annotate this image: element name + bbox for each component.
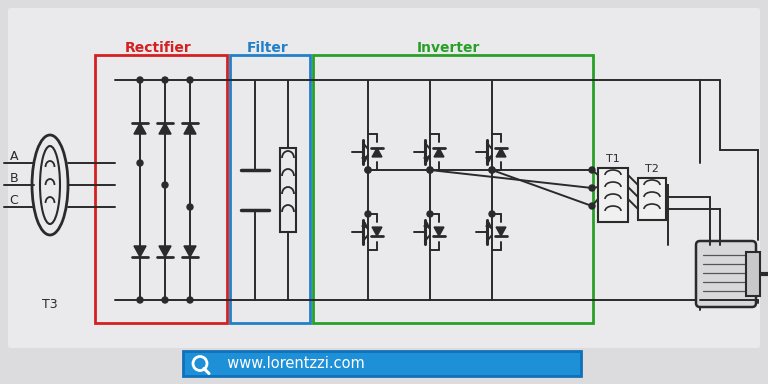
Circle shape <box>187 297 193 303</box>
Polygon shape <box>496 148 506 157</box>
Circle shape <box>427 211 433 217</box>
Polygon shape <box>134 123 146 134</box>
FancyArrowPatch shape <box>362 156 368 161</box>
Circle shape <box>589 203 595 209</box>
Circle shape <box>137 160 143 166</box>
Circle shape <box>162 182 168 188</box>
Polygon shape <box>159 246 171 257</box>
Circle shape <box>489 167 495 173</box>
Circle shape <box>427 167 433 173</box>
Circle shape <box>427 167 433 173</box>
Polygon shape <box>496 227 506 236</box>
Polygon shape <box>372 148 382 157</box>
Circle shape <box>589 167 595 173</box>
Circle shape <box>162 77 168 83</box>
Bar <box>230 55 310 323</box>
Text: T3: T3 <box>42 298 58 311</box>
Polygon shape <box>434 148 444 157</box>
Text: B: B <box>10 172 18 185</box>
Text: A: A <box>10 151 18 164</box>
Circle shape <box>187 77 193 83</box>
Polygon shape <box>184 123 196 134</box>
Circle shape <box>489 167 495 173</box>
FancyBboxPatch shape <box>8 8 760 348</box>
Text: T2: T2 <box>645 164 659 174</box>
Circle shape <box>187 204 193 210</box>
Circle shape <box>489 211 495 217</box>
Bar <box>598 168 628 222</box>
Text: C: C <box>10 195 18 207</box>
Polygon shape <box>434 227 444 236</box>
FancyArrowPatch shape <box>486 156 492 161</box>
Polygon shape <box>134 246 146 257</box>
Bar <box>8 8 760 348</box>
Bar <box>183 351 581 376</box>
Circle shape <box>365 167 371 173</box>
Text: www.lorentzzi.com: www.lorentzzi.com <box>218 356 365 371</box>
Text: Inverter: Inverter <box>416 41 480 55</box>
Ellipse shape <box>32 135 68 235</box>
Circle shape <box>365 211 371 217</box>
Circle shape <box>137 77 143 83</box>
Bar <box>638 178 666 220</box>
Polygon shape <box>372 227 382 236</box>
Circle shape <box>589 185 595 191</box>
FancyArrowPatch shape <box>362 223 368 228</box>
Polygon shape <box>184 246 196 257</box>
FancyArrowPatch shape <box>486 223 492 228</box>
Bar <box>313 55 593 323</box>
Bar <box>280 148 296 232</box>
Text: T1: T1 <box>606 154 620 164</box>
Bar <box>746 252 760 296</box>
FancyArrowPatch shape <box>424 223 430 228</box>
Text: Rectifier: Rectifier <box>124 41 191 55</box>
Polygon shape <box>159 123 171 134</box>
FancyArrowPatch shape <box>424 156 430 161</box>
Text: Filter: Filter <box>247 41 289 55</box>
Bar <box>95 55 227 323</box>
Circle shape <box>162 297 168 303</box>
FancyBboxPatch shape <box>696 241 756 307</box>
Circle shape <box>137 297 143 303</box>
Circle shape <box>365 167 371 173</box>
